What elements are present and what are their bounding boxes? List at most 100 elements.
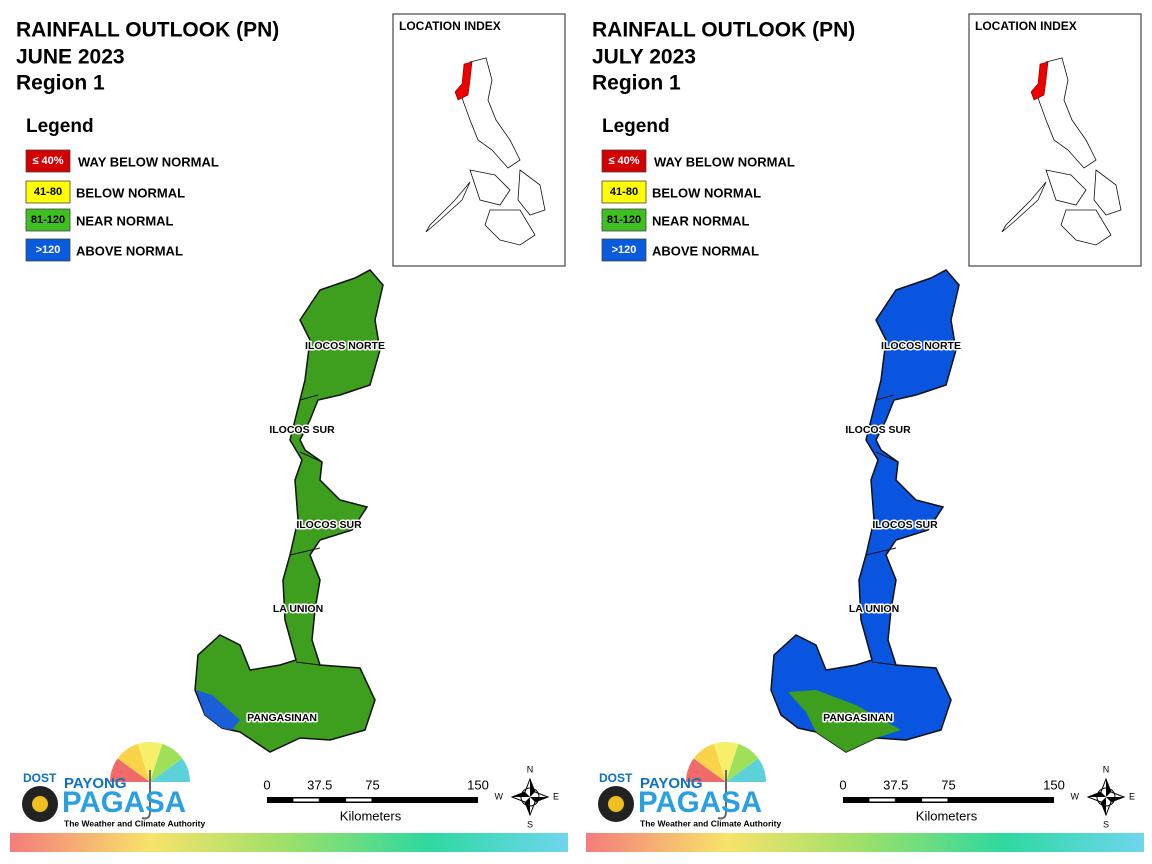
dost-label: DOST — [599, 771, 633, 785]
title: RAINFALL OUTLOOK (PN) — [592, 19, 855, 42]
payong-label: PAYONG — [640, 775, 703, 792]
scale-segment — [372, 797, 478, 803]
legend-range: 81-120 — [31, 214, 65, 226]
dost-label: DOST — [23, 771, 57, 785]
legend-swatch — [601, 238, 647, 262]
philippines-outline — [1001, 57, 1122, 246]
scale-unit: Kilometers — [916, 808, 978, 823]
province-borders — [282, 394, 323, 666]
legend-range: ≤ 40% — [32, 155, 63, 167]
legend-range: 41-80 — [34, 186, 62, 198]
umbrella-panel — [117, 743, 150, 782]
legend-swatch — [25, 208, 71, 232]
province-label: ILOCOS SUR — [872, 519, 938, 531]
legend-label: NEAR NORMAL — [76, 213, 174, 228]
legend-label: NEAR NORMAL — [652, 213, 750, 228]
legend-swatch — [601, 180, 647, 204]
scale-tick-label: 0 — [839, 777, 846, 792]
philippines-outline — [425, 57, 546, 246]
dost-emblem-core — [608, 796, 624, 812]
color-band — [10, 833, 568, 852]
compass-fill — [1088, 779, 1124, 815]
legend-swatch — [25, 149, 71, 173]
compass-ring — [520, 787, 540, 807]
index-title: LOCATION INDEX — [399, 19, 501, 33]
compass-s: S — [527, 819, 533, 829]
index-frame — [968, 13, 1142, 267]
compass-e: E — [1129, 791, 1135, 801]
scale-tick-label: 75 — [365, 777, 379, 792]
umbrella-panel — [137, 742, 163, 782]
tagline: The Weather and Climate Authority — [640, 818, 781, 828]
province-label: ILOCOS NORTE — [305, 340, 385, 352]
scale-segment-inner — [346, 798, 372, 802]
scale-segment-inner — [869, 798, 895, 802]
region-map — [770, 269, 960, 753]
region-map — [194, 269, 384, 753]
legend-swatch — [601, 149, 647, 173]
legend-title: Legend — [602, 116, 670, 137]
province-label: ILOCOS NORTE — [881, 340, 961, 352]
scale-tick-label: 75 — [941, 777, 955, 792]
umbrella-panel — [110, 758, 150, 782]
pagasa-label: PAGASA — [62, 786, 186, 819]
umbrella-handle — [717, 770, 727, 820]
legend-label: WAY BELOW NORMAL — [654, 154, 795, 169]
province-label: ILOCOS SUR — [269, 424, 335, 436]
month: JULY 2023 — [592, 46, 696, 69]
title: RAINFALL OUTLOOK (PN) — [16, 19, 279, 42]
legend-label: BELOW NORMAL — [652, 185, 761, 200]
scale-tick-label: 150 — [467, 777, 489, 792]
legend-swatch — [25, 238, 71, 262]
index-frame — [392, 13, 566, 267]
dost-emblem-core — [32, 796, 48, 812]
legend-swatch — [601, 208, 647, 232]
province-label: PANGASINAN — [823, 712, 893, 724]
legend-swatch — [25, 180, 71, 204]
pagasa-label: PAGASA — [638, 786, 762, 819]
scale-tick-label: 37.5 — [307, 777, 332, 792]
umbrella-panel — [726, 743, 759, 782]
compass-w: W — [1071, 791, 1080, 801]
province-label: LA UNION — [849, 603, 899, 615]
legend-range: 41-80 — [610, 186, 638, 198]
index-highlight — [1030, 61, 1049, 101]
index-highlight — [454, 61, 473, 101]
province-label: ILOCOS SUR — [845, 424, 911, 436]
compass-w: W — [495, 791, 504, 801]
compass-e: E — [553, 791, 559, 801]
scale-tick-label: 150 — [1043, 777, 1065, 792]
scale-tick-label: 0 — [263, 777, 270, 792]
scale-segment-inner — [922, 798, 948, 802]
umbrella-panel — [713, 742, 739, 782]
province-label: PANGASINAN — [247, 712, 317, 724]
panel: RAINFALL OUTLOOK (PN) JULY 2023 Region 1 Le… — [586, 13, 1144, 852]
tagline: The Weather and Climate Authority — [64, 818, 205, 828]
panel: RAINFALL OUTLOOK (PN) JUNE 2023 Region 1 Le… — [10, 13, 568, 852]
province-label: ILOCOS SUR — [296, 519, 362, 531]
umbrella-panel — [726, 758, 766, 782]
color-band — [586, 833, 1144, 852]
province-label: LA UNION — [273, 603, 323, 615]
legend-range: 81-120 — [607, 214, 641, 226]
region-patch — [196, 690, 240, 730]
legend-label: WAY BELOW NORMAL — [78, 154, 219, 169]
scale-tick-label: 37.5 — [883, 777, 908, 792]
region: Region 1 — [592, 72, 681, 95]
compass-fill — [512, 779, 548, 815]
legend-label: ABOVE NORMAL — [76, 243, 183, 258]
legend-label: BELOW NORMAL — [76, 185, 185, 200]
compass-n: N — [527, 764, 534, 774]
umbrella-panel — [686, 758, 726, 782]
legend-range: ≤ 40% — [608, 155, 639, 167]
compass-s: S — [1103, 819, 1109, 829]
scale-unit: Kilometers — [340, 808, 402, 823]
index-title: LOCATION INDEX — [975, 19, 1077, 33]
umbrella-handle — [141, 770, 151, 820]
region: Region 1 — [16, 72, 105, 95]
province-borders — [858, 394, 899, 666]
umbrella-panel — [150, 743, 183, 782]
compass-n: N — [1103, 764, 1110, 774]
payong-label: PAYONG — [64, 775, 127, 792]
